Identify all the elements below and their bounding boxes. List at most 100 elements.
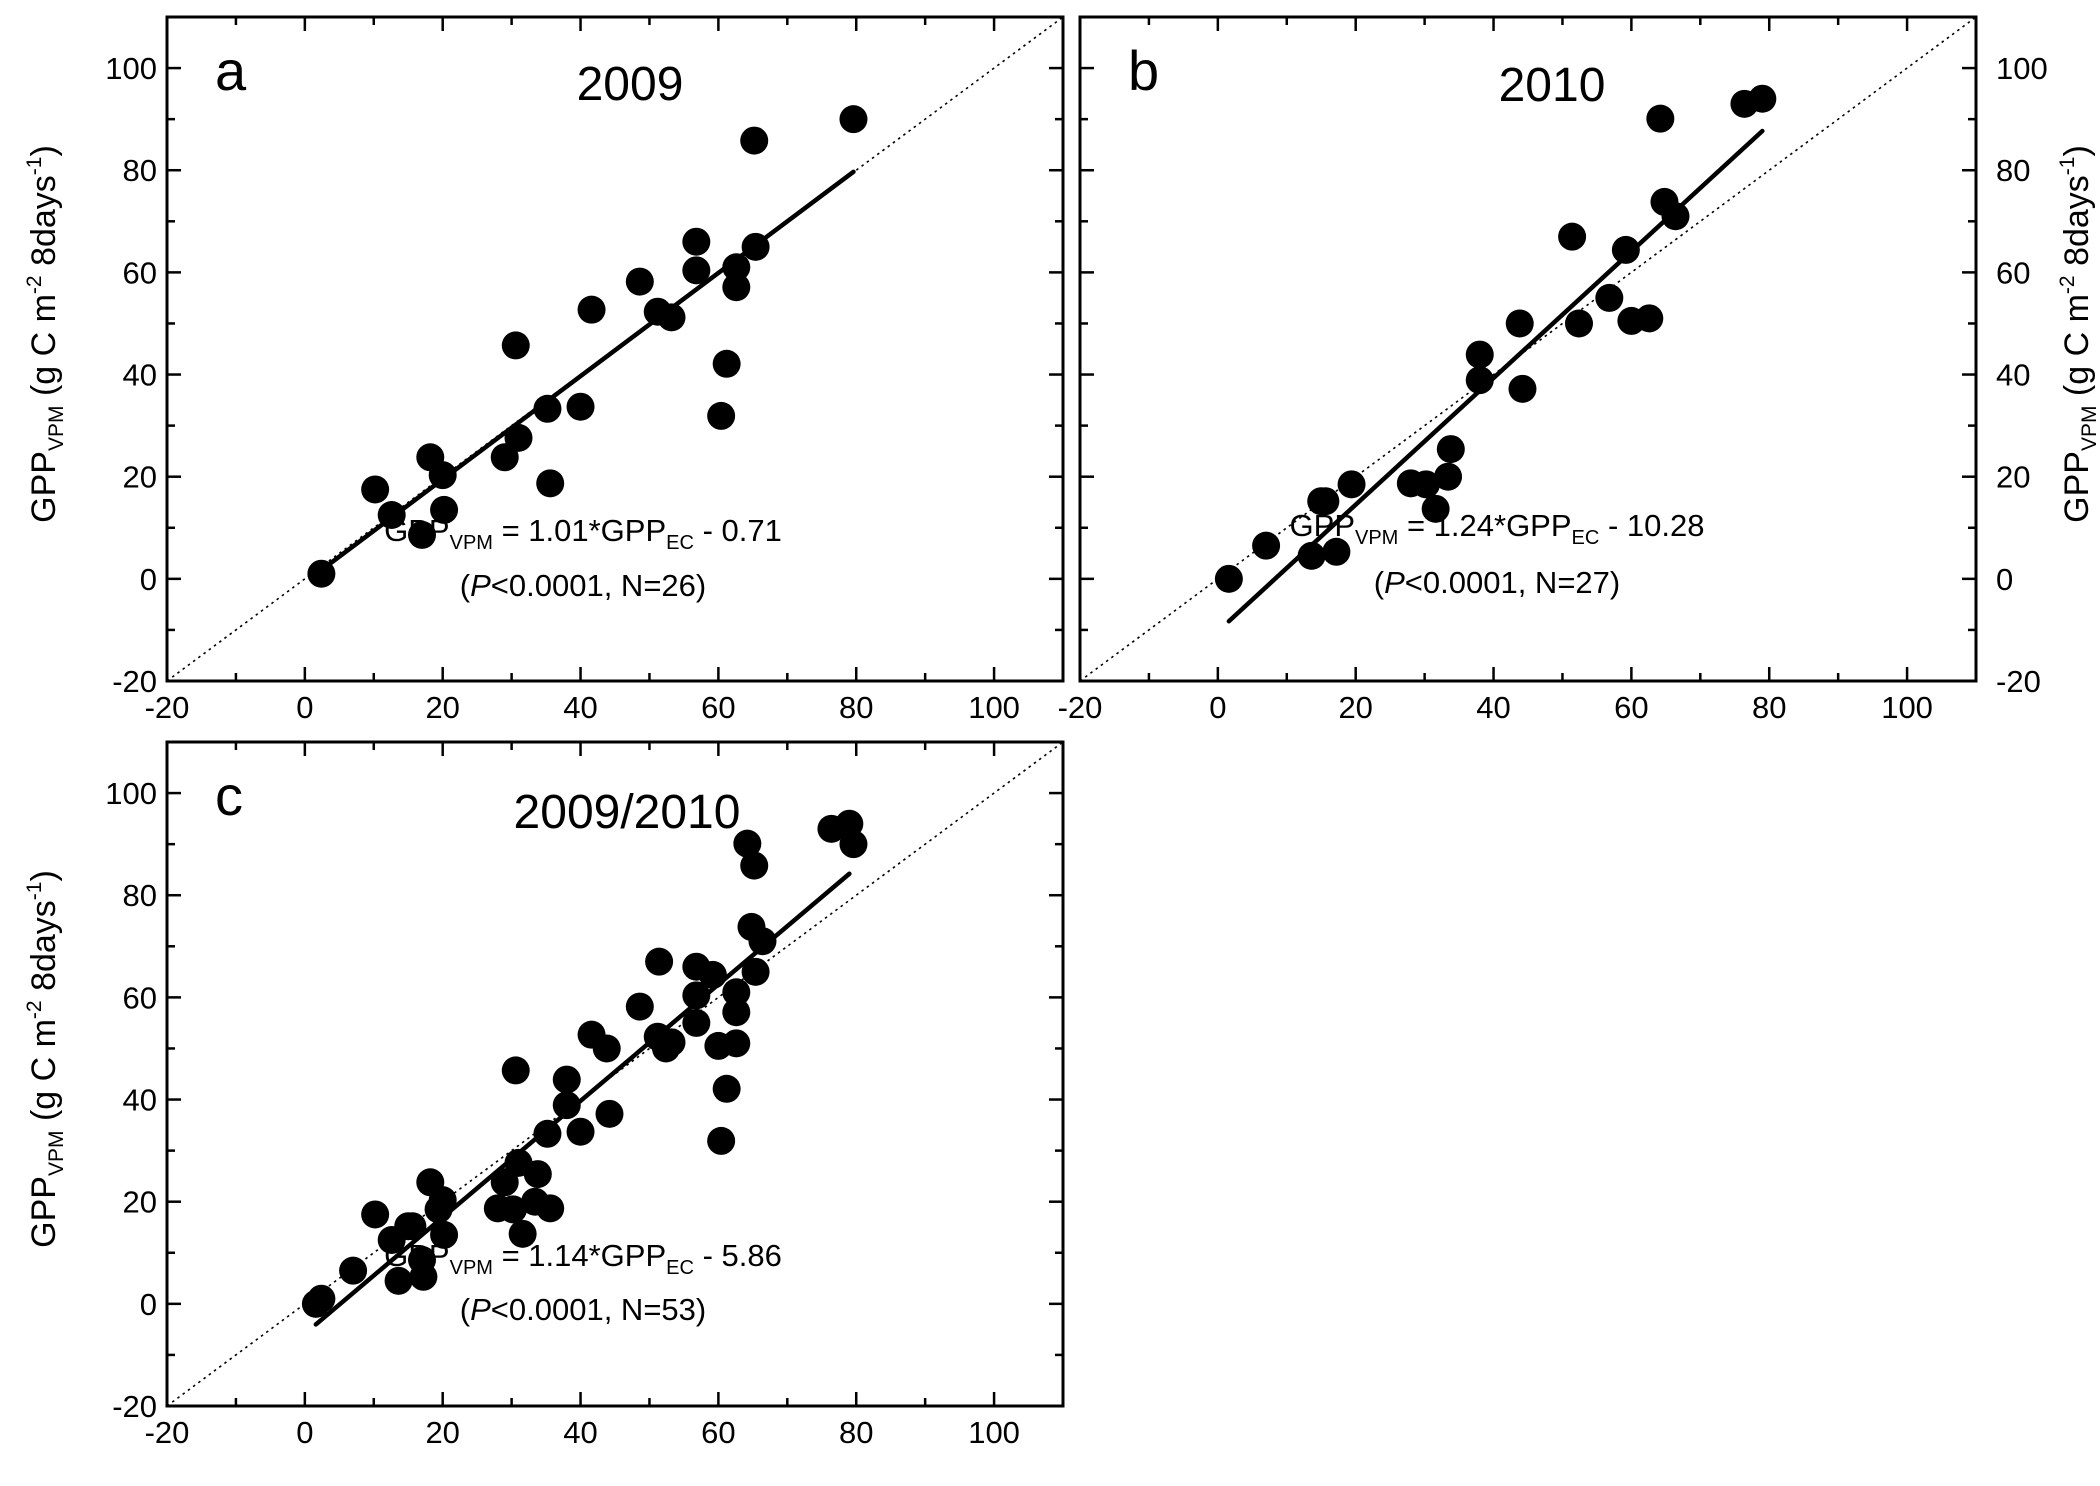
panel-a-data-point <box>566 392 595 421</box>
panel-b-y-axis-label: GPPVPM (g C m-2 8days-1) <box>2056 145 2100 523</box>
panel-b-y-tick-label: 60 <box>1996 255 2030 290</box>
panel-c-title: 2009/2010 <box>514 786 741 839</box>
panel-b-x-tick-label: 80 <box>1752 690 1786 725</box>
panel-a: -20 0 20 40 60 80 100 -20 0 20 40 60 80 100 GPPVPM (g … <box>23 15 1065 725</box>
panel-a-data-point <box>361 475 390 504</box>
panel-c-data-point <box>490 1168 519 1197</box>
panel-a-x-tick-label: 40 <box>563 690 597 725</box>
panel-b-title: 2010 <box>1499 59 1606 112</box>
panel-b-x-tick-label: 40 <box>1476 690 1510 725</box>
panel-a-data-point <box>504 423 533 452</box>
panel-b-data-point <box>1337 470 1366 499</box>
panel-a-data-point <box>307 559 336 588</box>
panel-b-data-point <box>1311 487 1340 516</box>
panel-c-data-point <box>498 1195 527 1224</box>
panel-c-y-tick-label: 0 <box>140 1287 157 1322</box>
panel-c-x-tick-label: 100 <box>968 1415 1020 1450</box>
panel-b-letter: b <box>1128 39 1159 102</box>
panel-c-stats: (P<0.0001, N=53) <box>460 1292 706 1327</box>
panel-c-data-point <box>722 1029 751 1058</box>
panel-a-points <box>307 105 868 588</box>
panel-a-data-point <box>712 349 741 378</box>
panel-b-data-point <box>1436 435 1465 464</box>
panel-a-data-point <box>707 401 736 430</box>
panel-b-data-point <box>1214 564 1243 593</box>
panel-b-data-point <box>1558 222 1587 251</box>
panel-c-y-tick-label: 40 <box>123 1083 157 1118</box>
panel-c-data-point <box>428 1186 457 1215</box>
panel-c-letter: c <box>215 764 243 827</box>
panel-c-y-tick-label: 60 <box>123 980 157 1015</box>
panel-c-equation: GPPVPM = 1.14*GPPEC - 5.86 <box>384 1238 782 1279</box>
panel-a-x-tick-label: 80 <box>839 690 873 725</box>
panel-a-data-point <box>722 273 751 302</box>
panel-c-y-tick-label: -20 <box>112 1389 157 1424</box>
panel-c-data-point <box>748 927 777 956</box>
panel-b-x-tick-label: 20 <box>1338 690 1372 725</box>
panel-a-y-tick-label: 40 <box>123 358 157 393</box>
panel-a-title: 2009 <box>577 58 684 111</box>
panel-b-stats: (P<0.0001, N=27) <box>1374 565 1620 600</box>
panel-c: -20 0 20 40 60 80 100 -20 0 20 40 60 80 100 GPPVPM (g … <box>23 740 1065 1450</box>
panel-c-data-point <box>523 1160 552 1189</box>
panel-b-data-point <box>1322 537 1351 566</box>
panel-c-data-point <box>533 1119 562 1148</box>
panel-a-data-point <box>657 303 686 332</box>
panel-c-data-point <box>339 1256 368 1285</box>
panel-c-data-point <box>361 1200 390 1229</box>
panel-b-data-point <box>1297 541 1326 570</box>
panel-c-data-point <box>307 1284 336 1313</box>
panel-c-x-tick-label: 40 <box>563 1415 597 1450</box>
panel-a-y-tick-label: 80 <box>123 153 157 188</box>
panel-c-data-point <box>707 1126 736 1155</box>
panel-a-data-point <box>625 267 654 296</box>
panel-b-x-tick-label: 0 <box>1209 690 1226 725</box>
panel-c-data-point <box>592 1034 621 1063</box>
panel-b-y-tick-label: -20 <box>1996 664 2041 699</box>
panel-c-data-point <box>682 1008 711 1037</box>
panel-c-x-tick-label: 60 <box>701 1415 735 1450</box>
panel-a-y-tick-label: 60 <box>123 255 157 290</box>
panel-a-data-point <box>428 461 457 490</box>
panel-b-x-tick-label: 60 <box>1614 690 1648 725</box>
panel-c-data-point <box>712 1074 741 1103</box>
panel-b-x-tick-label: -20 <box>1058 690 1103 725</box>
panel-a-x-tick-label: 0 <box>296 690 313 725</box>
panel-a-data-point <box>536 469 565 498</box>
panel-b-data-point <box>1646 104 1675 133</box>
panel-c-x-tick-label: 0 <box>296 1415 313 1450</box>
panel-b-data-point <box>1611 235 1640 264</box>
panel-c-data-point <box>552 1065 581 1094</box>
panel-c-data-point <box>741 957 770 986</box>
panel-b-x-tick-label: 100 <box>1881 690 1933 725</box>
panel-c-y-axis-label: GPPVPM (g C m-2 8days-1) <box>23 870 68 1248</box>
panel-a-y-tick-label: 20 <box>123 460 157 495</box>
panel-a-letter: a <box>215 39 247 102</box>
panel-b-y-tick-label: 80 <box>1996 153 2030 188</box>
panel-a-data-point <box>577 295 606 324</box>
panel-a-x-tick-label: 60 <box>701 690 735 725</box>
panel-c-x-tick-label: -20 <box>145 1415 190 1450</box>
panel-c-data-point <box>698 960 727 989</box>
panel-c-data-point <box>722 998 751 1027</box>
panel-b-data-point <box>1434 462 1463 491</box>
panel-c-frame <box>165 740 1065 1408</box>
panel-b-y-tick-label: 20 <box>1996 460 2030 495</box>
panel-c-points <box>301 809 868 1318</box>
panel-c-data-point <box>740 851 769 880</box>
panel-a-data-point <box>682 256 711 285</box>
panel-b-data-point <box>1565 309 1594 338</box>
panel-c-data-point <box>722 978 751 1007</box>
panel-b: -20 0 20 40 60 80 100 -20 0 20 40 60 80 100 GPPVPM (g … <box>1058 15 2100 725</box>
panel-c-data-point <box>682 981 711 1010</box>
panel-a-stats: (P<0.0001, N=26) <box>460 568 706 603</box>
panel-b-data-point <box>1421 494 1450 523</box>
panel-a-data-point <box>430 495 459 524</box>
panel-c-data-point <box>508 1219 537 1248</box>
panel-a-data-point <box>839 105 868 134</box>
panel-b-data-point <box>1635 304 1664 333</box>
panel-c-data-point <box>552 1091 581 1120</box>
panel-a-x-tick-label: -20 <box>145 690 190 725</box>
